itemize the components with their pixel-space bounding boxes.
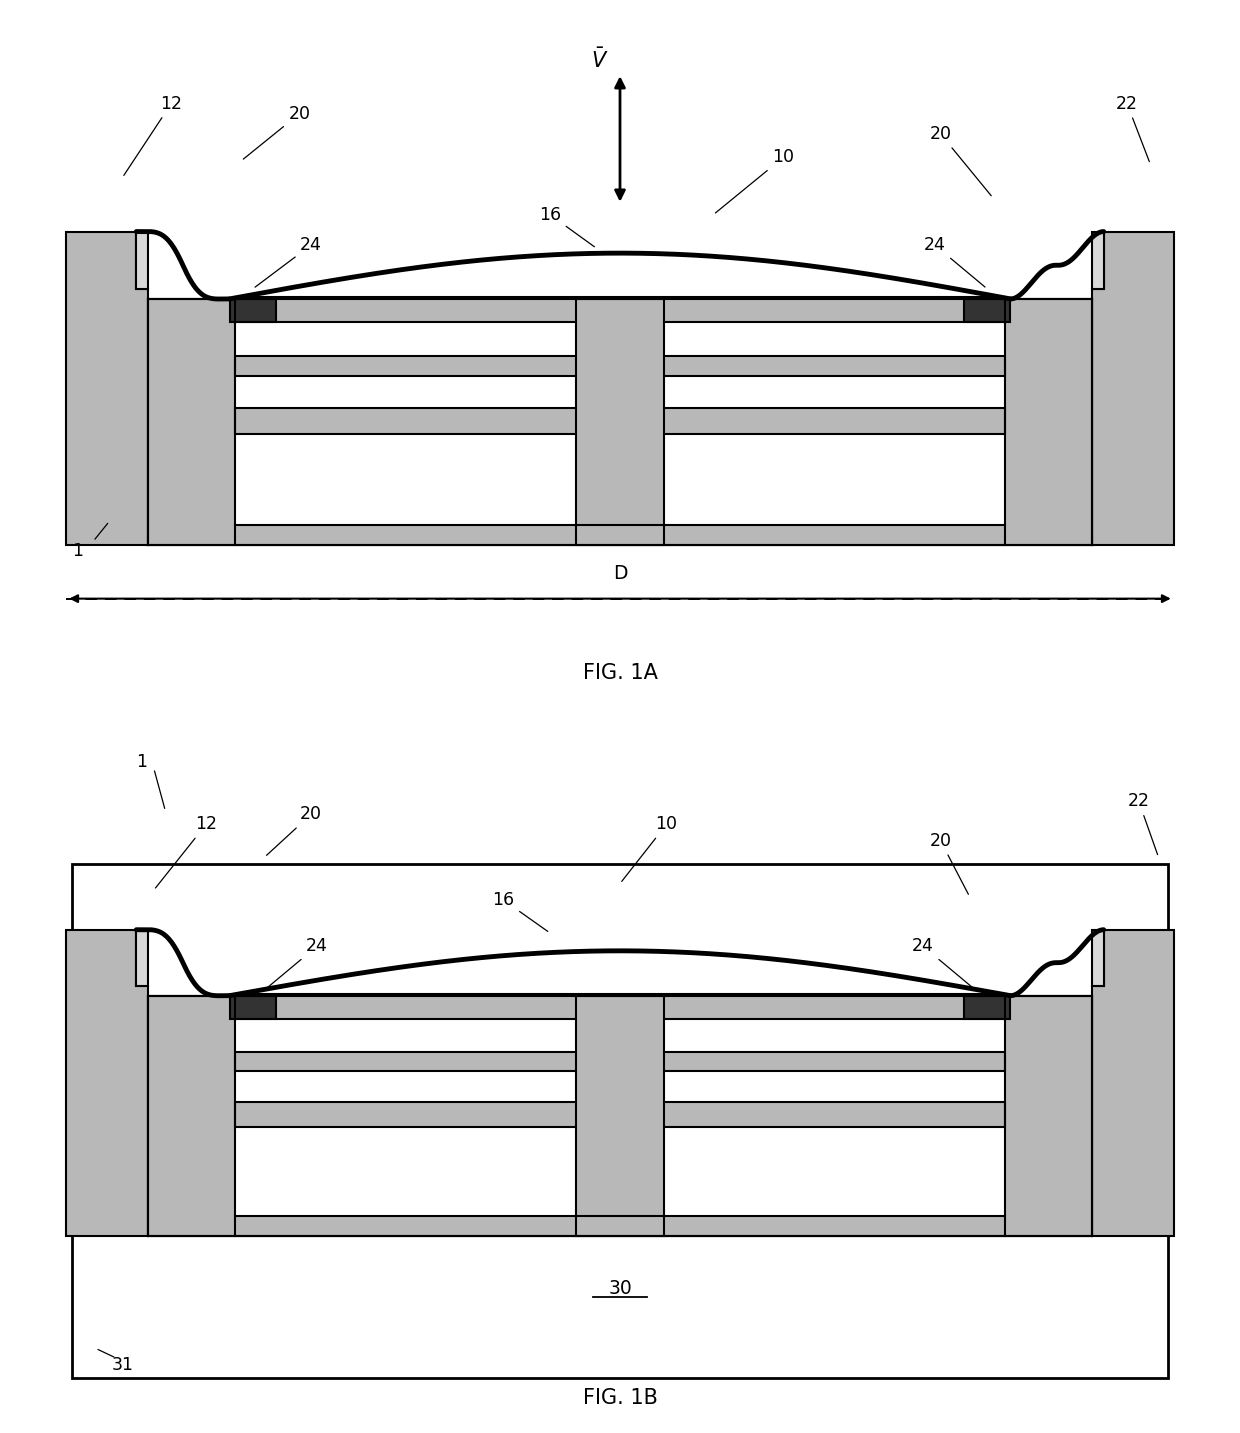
- FancyBboxPatch shape: [236, 357, 1004, 377]
- FancyBboxPatch shape: [277, 1134, 963, 1217]
- FancyBboxPatch shape: [236, 1102, 1004, 1128]
- Polygon shape: [67, 930, 148, 1237]
- FancyBboxPatch shape: [236, 297, 1004, 322]
- Text: 20: 20: [930, 125, 991, 196]
- FancyBboxPatch shape: [277, 996, 963, 1019]
- Text: 16: 16: [539, 206, 594, 246]
- Text: 24: 24: [913, 937, 972, 987]
- Text: 20: 20: [930, 831, 968, 894]
- Text: 24: 24: [255, 236, 322, 287]
- FancyBboxPatch shape: [229, 299, 277, 322]
- Text: 16: 16: [492, 891, 548, 931]
- FancyBboxPatch shape: [236, 996, 1004, 1217]
- Text: D: D: [613, 563, 627, 583]
- Text: 30: 30: [608, 1280, 632, 1298]
- Polygon shape: [136, 232, 148, 289]
- Text: 17: 17: [154, 461, 221, 486]
- Polygon shape: [67, 232, 148, 545]
- FancyBboxPatch shape: [236, 299, 1004, 524]
- Text: 17: 17: [1023, 1158, 1086, 1182]
- FancyBboxPatch shape: [575, 299, 665, 545]
- Text: 24: 24: [268, 937, 327, 987]
- FancyBboxPatch shape: [148, 996, 1092, 1237]
- FancyBboxPatch shape: [963, 299, 1011, 322]
- Text: 24: 24: [924, 236, 985, 287]
- Text: 1: 1: [136, 752, 148, 771]
- Polygon shape: [1092, 232, 1104, 289]
- Text: 17: 17: [154, 1158, 221, 1182]
- FancyBboxPatch shape: [229, 996, 277, 1019]
- Text: 10: 10: [621, 815, 677, 881]
- FancyBboxPatch shape: [236, 1052, 1004, 1072]
- FancyBboxPatch shape: [148, 299, 1092, 545]
- Text: 10: 10: [715, 149, 794, 214]
- Text: 1: 1: [72, 543, 83, 560]
- Text: FIG. 1B: FIG. 1B: [583, 1387, 657, 1407]
- Polygon shape: [1092, 930, 1173, 1237]
- Text: 22: 22: [1127, 792, 1158, 854]
- Text: FIG. 1A: FIG. 1A: [583, 662, 657, 682]
- FancyBboxPatch shape: [963, 996, 1011, 1019]
- FancyBboxPatch shape: [277, 322, 963, 440]
- Polygon shape: [136, 930, 148, 986]
- Text: 22: 22: [1116, 95, 1149, 162]
- Text: 16: 16: [311, 1122, 378, 1172]
- FancyBboxPatch shape: [72, 864, 1168, 1379]
- Text: 12: 12: [124, 95, 182, 175]
- Text: 20: 20: [267, 805, 322, 856]
- FancyBboxPatch shape: [575, 996, 665, 1237]
- FancyBboxPatch shape: [277, 299, 963, 322]
- Text: 31: 31: [112, 1356, 133, 1374]
- Text: 20: 20: [243, 105, 310, 159]
- FancyBboxPatch shape: [277, 1019, 963, 1134]
- Text: 12: 12: [155, 815, 217, 888]
- Text: 16: 16: [324, 421, 397, 476]
- Text: $\bar{V}$: $\bar{V}$: [591, 47, 609, 72]
- FancyBboxPatch shape: [148, 996, 1092, 1237]
- Text: 18: 18: [725, 1179, 748, 1232]
- FancyBboxPatch shape: [148, 299, 1092, 545]
- Text: 17: 17: [1023, 461, 1086, 486]
- FancyBboxPatch shape: [236, 408, 1004, 434]
- FancyBboxPatch shape: [277, 440, 963, 524]
- Polygon shape: [1092, 930, 1104, 986]
- FancyBboxPatch shape: [236, 993, 1004, 1019]
- Polygon shape: [1092, 232, 1173, 545]
- Text: 18: 18: [725, 483, 748, 537]
